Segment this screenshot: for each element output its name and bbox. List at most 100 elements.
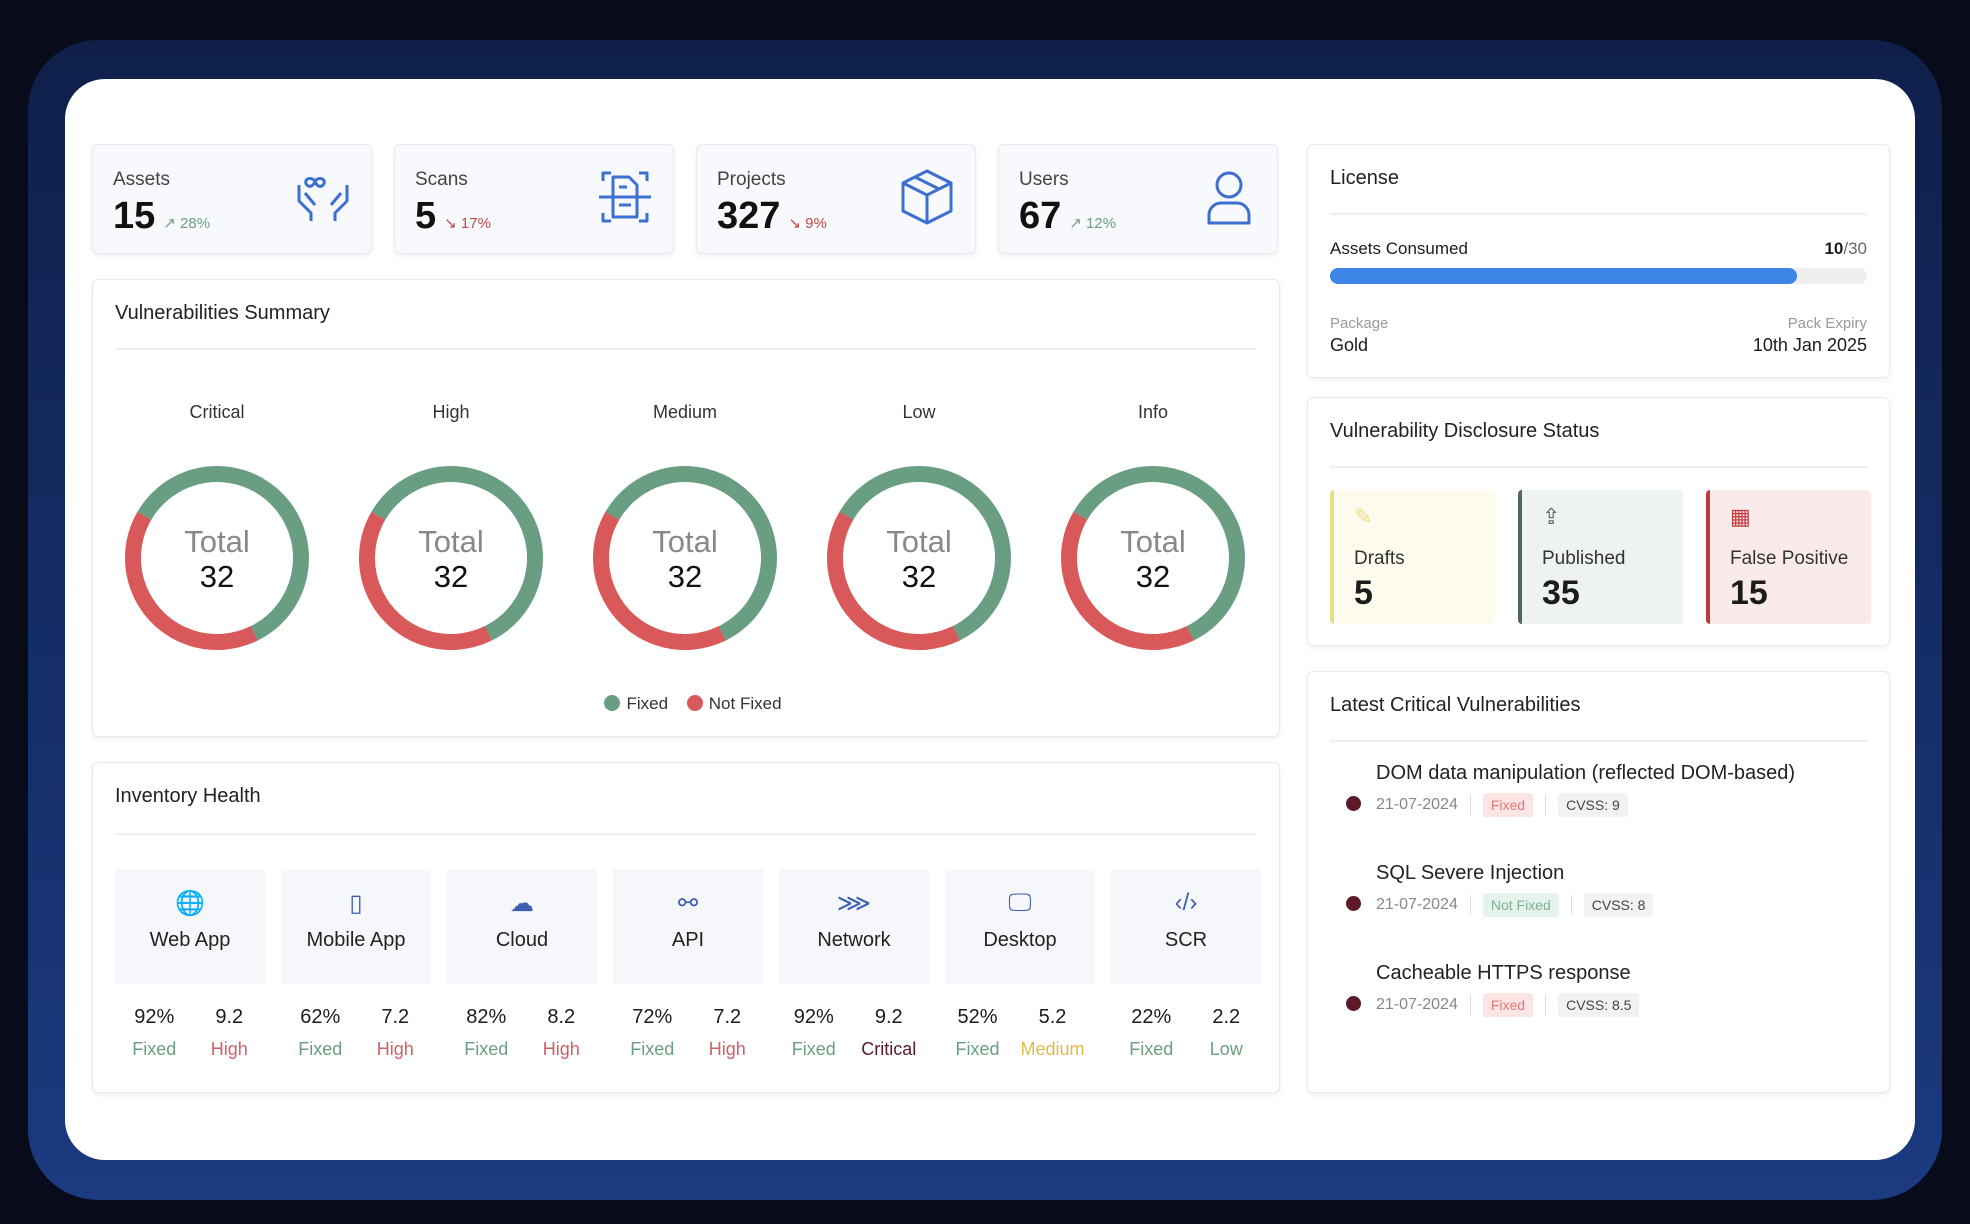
trend-up-icon: ↗ 28% [163,215,211,232]
inventory-item-cloud[interactable]: ☁ Cloud 82% Fixed 8.2 High [447,869,597,1079]
status-badge: Fixed [1482,993,1534,1017]
severity: High [708,1039,746,1059]
vulnerability-title[interactable]: DOM data manipulation (reflected DOM-bas… [1376,762,1796,784]
package-label: Package [1330,315,1389,332]
disclosure-false-positive[interactable]: ▦ False Positive 15 [1706,490,1871,624]
status-badge: Not Fixed [1482,893,1559,917]
code-icon: ‹/› [1174,889,1198,916]
fixed-label: Fixed [132,1039,177,1059]
cvss-badge: CVSS: 8 [1583,893,1654,917]
fixed-percent: 82% [466,1006,507,1028]
severity: High [542,1039,580,1059]
fixed-label: Fixed [955,1039,1000,1059]
donut-segment-not-fixed[interactable] [1041,446,1266,671]
donut-center-label: Total [418,524,483,559]
vulnerability-title[interactable]: SQL Severe Injection [1376,862,1565,884]
disclosure-drafts[interactable]: ✎ Drafts 5 [1330,490,1495,624]
panel-title: Vulnerability Disclosure Status [1330,420,1600,442]
severity: Critical [861,1039,917,1059]
user-icon [1207,171,1251,225]
inventory-name: Cloud [495,929,549,951]
donut-category-label: Info [1138,402,1168,422]
dashboard: Assets 15 ↗ 28% Scans 5 ↘ 17% Projects 327… [65,79,1915,1160]
latest-critical-panel: Latest Critical Vulnerabilities DOM data… [1307,671,1890,1093]
inventory-item-network[interactable]: ⋙ Network 92% Fixed 9.2 Critical [779,869,929,1079]
vulnerability-item[interactable]: DOM data manipulation (reflected DOM-bas… [1330,762,1869,817]
trend-down-icon: ↘ 17% [444,215,491,232]
legend-not-fixed-swatch [686,695,703,711]
stat-trend: 28% [180,215,211,232]
package-value: Gold [1330,335,1369,355]
donut-segment-not-fixed[interactable] [807,446,1032,671]
donut-total: 32 [1136,559,1170,594]
donut-category-label: Critical [189,402,244,422]
mobile-icon: ▯ [349,890,363,917]
donut-category-label: Medium [653,402,717,422]
score: 7.2 [381,1006,410,1028]
fixed-label: Fixed [298,1039,343,1059]
donut-center-label: Total [886,524,951,559]
document-scan-icon [599,171,651,223]
stat-value: 327 ↘ 9% [717,195,827,237]
inventory-name: API [671,929,705,951]
stat-trend: 12% [1086,215,1117,232]
status-badge: Fixed [1482,793,1534,817]
vulnerability-item[interactable]: SQL Severe Injection 21-07-2024 Not Fixe… [1330,862,1869,917]
fixed-label: Fixed [1129,1039,1174,1059]
disclosure-status-panel: Vulnerability Disclosure Status ✎ Drafts… [1307,397,1890,646]
stat-label: Scans [415,169,468,190]
score: 5.2 [1038,1006,1067,1028]
expiry-value: 10th Jan 2025 [1752,335,1867,355]
disclosure-label: False Positive [1730,548,1849,569]
inventory-item-web-app[interactable]: 🌐 Web App 92% Fixed 9.2 High [115,869,265,1079]
severity-dot [1346,996,1361,1011]
vulnerability-item[interactable]: Cacheable HTTPS response 21-07-2024 Fixe… [1330,962,1869,1017]
inventory-item-api[interactable]: ⚯ API 72% Fixed 7.2 High [613,869,763,1079]
inventory-item-desktop[interactable]: 🖵 Desktop 52% Fixed 5.2 Medium [945,869,1095,1079]
hands-infinity-icon [297,177,349,221]
panel-title: Latest Critical Vulnerabilities [1330,694,1581,716]
panel-title: License [1330,167,1399,189]
severity-dot [1346,896,1361,911]
disclosure-label: Drafts [1354,548,1405,569]
vulnerability-date: 21-07-2024 [1376,796,1458,813]
inventory-name: Mobile App [306,929,406,951]
inventory-item-mobile-app[interactable]: ▯ Mobile App 62% Fixed 7.2 High [281,869,431,1079]
fixed-label: Fixed [630,1039,675,1059]
vulnerability-date: 21-07-2024 [1376,996,1458,1013]
donut-charts: CriticalTotal32HighTotal32MediumTotal32L… [125,402,1266,671]
license-panel: License Assets Consumed 10/30 Package Go… [1307,144,1890,378]
score: 7.2 [713,1006,742,1028]
donut-category-label: Low [902,402,936,422]
fixed-percent: 92% [793,1006,834,1028]
donut-total: 32 [434,559,468,594]
vulnerabilities-summary-panel: Vulnerabilities Summary Critical Total 32 H… [92,279,1280,737]
donut-total: 32 [902,559,936,594]
score: 8.2 [547,1006,576,1028]
globe-icon: 🌐 [175,890,205,917]
stat-card-projects[interactable]: Projects 327 ↘ 9% [696,144,976,254]
share-icon: ⇪ [1542,504,1561,529]
stat-card-assets[interactable]: Assets 15 ↗ 28% [92,144,372,254]
api-icon: ⚯ [677,890,699,917]
vulnerability-date: 21-07-2024 [1376,896,1458,913]
severity: High [210,1039,248,1059]
expiry-label: Pack Expiry [1787,315,1867,332]
inventory-name: Network [817,929,891,951]
donut-segment-not-fixed[interactable] [573,446,798,671]
stat-card-users[interactable]: Users 67 ↗ 12% [998,144,1278,254]
stat-card-scans[interactable]: Scans 5 ↘ 17% [394,144,674,254]
score: 9.2 [874,1006,903,1028]
severity: High [376,1039,414,1059]
score: 2.2 [1212,1006,1241,1028]
grid-check-icon: ▦ [1730,504,1751,529]
disclosure-published[interactable]: ⇪ Published 35 [1518,490,1683,624]
vulnerability-title[interactable]: Cacheable HTTPS response [1376,962,1631,984]
assets-consumed-label: Assets Consumed [1330,239,1468,258]
inventory-item-scr[interactable]: ‹/› SCR 22% Fixed 2.2 Low [1111,869,1261,1079]
donut-center-label: Total [184,524,249,559]
inventory-name: Web App [149,929,231,951]
disclosure-value: 35 [1542,574,1580,612]
fixed-percent: 92% [134,1006,175,1028]
score: 9.2 [215,1006,244,1028]
